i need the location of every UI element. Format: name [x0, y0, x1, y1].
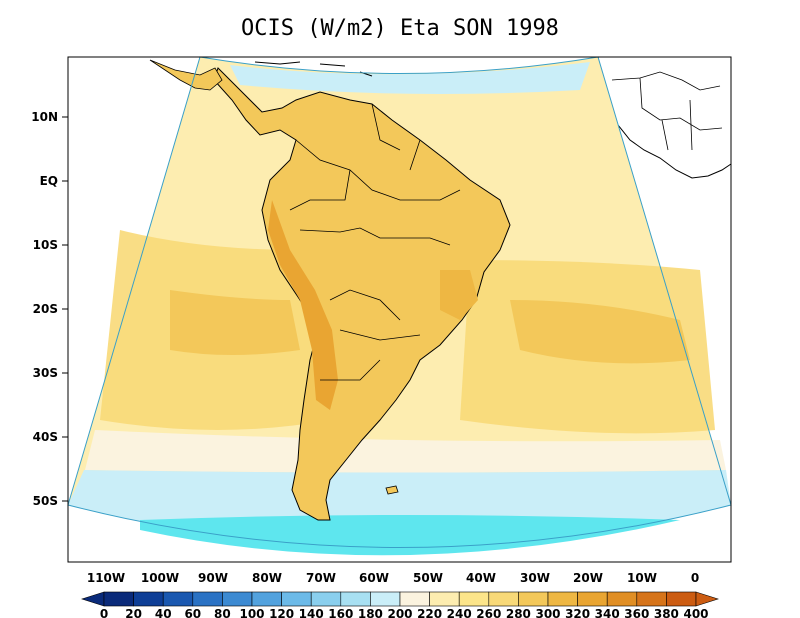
lon-label: 90W [198, 571, 228, 585]
colorbar-swatch [488, 591, 519, 607]
lat-label: 10S [33, 238, 58, 252]
colorbar-swatch [458, 591, 490, 607]
lat-label: 10N [31, 110, 58, 124]
colorbar-label: 360 [624, 607, 649, 618]
colorbar-swatch [162, 591, 194, 607]
colorbar-swatch [251, 591, 282, 607]
atlantic-core [510, 300, 690, 364]
lon-label: 30W [520, 571, 550, 585]
colorbar-label: 80 [214, 607, 231, 618]
lon-label: 0 [691, 571, 699, 585]
colorbar-arrow-low [81, 591, 105, 607]
colorbar-swatch [577, 591, 608, 607]
lat-label: 30S [33, 366, 58, 380]
colorbar-label: 100 [239, 607, 264, 618]
lon-label: 70W [306, 571, 336, 585]
colorbar-swatch [547, 591, 578, 607]
colorbar-label: 120 [269, 607, 294, 618]
falkland-islands [385, 485, 399, 495]
colorbar-label: 280 [506, 607, 531, 618]
colorbar-swatch [133, 591, 164, 607]
colorbar-label: 20 [125, 607, 142, 618]
lat-label: 50S [33, 494, 58, 508]
colorbar-label: 220 [417, 607, 442, 618]
domain-outline [67, 56, 732, 548]
lon-label: 100W [141, 571, 179, 585]
colorbar-label: 340 [595, 607, 620, 618]
colorbar-label: 60 [184, 607, 201, 618]
colorbar-label: 0 [100, 607, 108, 618]
colorbar-label: 380 [654, 607, 679, 618]
pacific-core [170, 290, 300, 355]
colorbar-label: 140 [299, 607, 324, 618]
colorbar-swatch [222, 591, 253, 607]
colorbar-swatch [636, 591, 667, 607]
colorbar: 0 20 40 60 80 100 120 140 160 180 200 220 240 260 280 3… [81, 591, 719, 618]
southern-cyan-band [140, 515, 680, 556]
colorbar-label: 180 [358, 607, 383, 618]
colorbar-swatch [370, 591, 401, 607]
lat-label: 40S [33, 430, 58, 444]
andes-ridge [268, 200, 338, 410]
colorbar-swatch [606, 591, 638, 607]
colorbar-label: 260 [476, 607, 501, 618]
model-domain [67, 56, 732, 556]
lon-axis: 110W 100W 90W 80W 70W 60W 50W 40W 30W 20… [87, 571, 699, 585]
lon-label: 10W [627, 571, 657, 585]
map-title: OCIS (W/m2) Eta SON 1998 [241, 16, 559, 41]
colorbar-swatch [281, 591, 312, 607]
colorbar-label: 40 [155, 607, 172, 618]
lon-label: 60W [359, 571, 389, 585]
north-light-band [230, 62, 590, 94]
lat-label: 20S [33, 302, 58, 316]
colorbar-label: 160 [328, 607, 353, 618]
lon-label: 40W [466, 571, 496, 585]
lon-label: 80W [252, 571, 282, 585]
lat-label: EQ [40, 174, 58, 188]
lon-label: 20W [573, 571, 603, 585]
lat-axis: 10N EQ 10S 20S 30S 40S 50S [31, 110, 68, 508]
lon-label: 50W [413, 571, 443, 585]
colorbar-swatch [518, 591, 549, 607]
colorbar-label: 300 [535, 607, 560, 618]
lon-label: 110W [87, 571, 125, 585]
colorbar-arrow-high [695, 591, 719, 607]
colorbar-label: 240 [447, 607, 472, 618]
colorbar-swatch [340, 591, 371, 607]
colorbar-swatch [310, 591, 342, 607]
colorbar-swatch [103, 591, 134, 607]
colorbar-label: 200 [387, 607, 412, 618]
colorbar-swatch [666, 591, 697, 607]
country-borders [289, 103, 461, 381]
colorbar-label: 320 [565, 607, 590, 618]
colorbar-label: 400 [683, 607, 708, 618]
africa-borders [611, 71, 723, 151]
southern-cream-band [85, 430, 726, 473]
brazil-highland [440, 270, 478, 320]
colorbar-swatch [399, 591, 430, 607]
central-america [149, 59, 223, 91]
colorbar-swatch [192, 591, 223, 607]
colorbar-swatch [429, 591, 460, 607]
